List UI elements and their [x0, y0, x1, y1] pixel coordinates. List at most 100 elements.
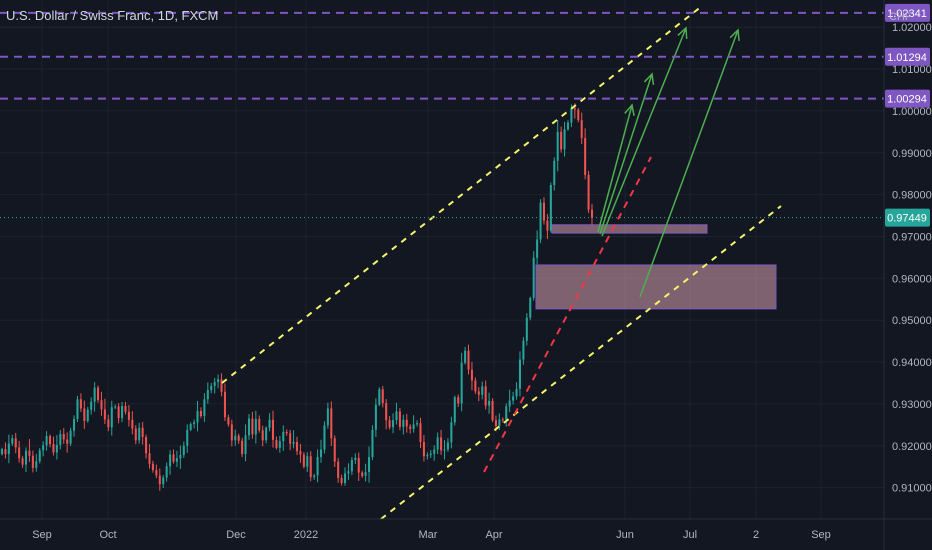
price-axis[interactable]: 0.91000 0.92000 0.93000 0.94000 0.95000 0.960… [892, 22, 932, 494]
candle-body [529, 298, 532, 318]
candle-body [172, 454, 175, 462]
candle [275, 436, 278, 450]
candle-body [323, 425, 326, 450]
candle [429, 449, 432, 458]
candle [100, 391, 103, 416]
candle [141, 421, 144, 445]
candle-body [45, 436, 48, 446]
candle-body [206, 390, 209, 400]
projection-arrow[interactable] [597, 103, 635, 233]
candle-body [416, 423, 419, 425]
candle-body [498, 419, 501, 427]
candle-body [350, 459, 353, 472]
x-tick-label: Jun [616, 529, 634, 541]
candle [580, 112, 583, 144]
candle [556, 120, 559, 172]
candle-body [141, 427, 144, 437]
candle [117, 403, 120, 424]
candle-body [292, 441, 295, 444]
projection-arrow[interactable] [639, 28, 740, 298]
candle [525, 313, 528, 346]
candle [481, 381, 484, 400]
candle [577, 107, 580, 123]
candle [337, 457, 340, 483]
candle-body [532, 257, 535, 299]
candle [532, 251, 535, 301]
candle [333, 435, 336, 467]
candle-body [398, 411, 401, 427]
projection-arrow[interactable] [599, 72, 655, 235]
candle-body [138, 427, 141, 441]
channel-lower-line[interactable] [380, 205, 782, 520]
candle [241, 437, 244, 458]
price-label-text: 1.00294 [887, 94, 927, 106]
candle [134, 425, 137, 445]
candle [381, 385, 384, 408]
candle [234, 429, 237, 446]
candles [0, 103, 594, 491]
candle-body [110, 407, 113, 428]
candle-body [429, 453, 432, 455]
candle [45, 431, 48, 451]
candle-body [93, 387, 96, 402]
candle [436, 432, 439, 455]
candle-body [271, 419, 275, 440]
candle-body [536, 239, 539, 258]
candle [158, 468, 161, 491]
candle-body [265, 427, 268, 441]
x-tick-label: Mar [419, 529, 438, 541]
candle-body [539, 202, 542, 240]
candle [24, 447, 28, 473]
candle [203, 393, 206, 422]
candle [97, 385, 100, 403]
price-label-text: 1.02341 [887, 8, 927, 20]
candle [261, 425, 264, 447]
candle-body [525, 317, 528, 341]
candle-body [254, 418, 257, 435]
upper-zone[interactable] [551, 224, 708, 234]
lower-zone[interactable] [535, 264, 777, 310]
candle [484, 380, 487, 410]
candle [347, 463, 350, 480]
candle [66, 432, 69, 453]
symbol-title[interactable]: U.S. Dollar / Swiss Franc, 1D, FXCM [6, 8, 219, 23]
candle-body [512, 396, 515, 401]
channel-upper-line[interactable] [221, 5, 703, 384]
candle-body [179, 454, 182, 459]
arrow-head [643, 72, 655, 86]
candle [316, 449, 319, 483]
x-tick-label: Jul [683, 529, 697, 541]
time-axis[interactable]: Sep Oct Dec 2022 Mar Apr Jun Jul 2 Sep [32, 529, 831, 541]
candle-body [117, 406, 120, 419]
candle-body [405, 419, 408, 427]
candle [213, 377, 216, 394]
candle [409, 424, 412, 434]
candle [460, 352, 463, 412]
candle-body [343, 473, 347, 484]
candle [199, 407, 202, 419]
candle-body [289, 433, 292, 444]
candle-body [55, 444, 58, 453]
arrow-shaft [601, 27, 687, 237]
candle [28, 439, 31, 462]
candle [103, 398, 106, 425]
candle [189, 422, 192, 432]
candle [244, 424, 247, 462]
candle [313, 473, 316, 480]
candle-body [573, 108, 576, 110]
candle-body [155, 470, 158, 476]
candle [539, 199, 542, 244]
candle-body [357, 457, 360, 473]
projection-arrow[interactable] [601, 26, 688, 237]
candle-body [371, 429, 374, 458]
x-tick-label: Sep [32, 529, 52, 541]
candle [450, 416, 453, 449]
candle [584, 128, 587, 180]
candle [350, 457, 353, 476]
candle-body [11, 438, 14, 444]
candle-body [450, 422, 453, 443]
candle [258, 415, 261, 433]
candle-body [330, 408, 333, 439]
